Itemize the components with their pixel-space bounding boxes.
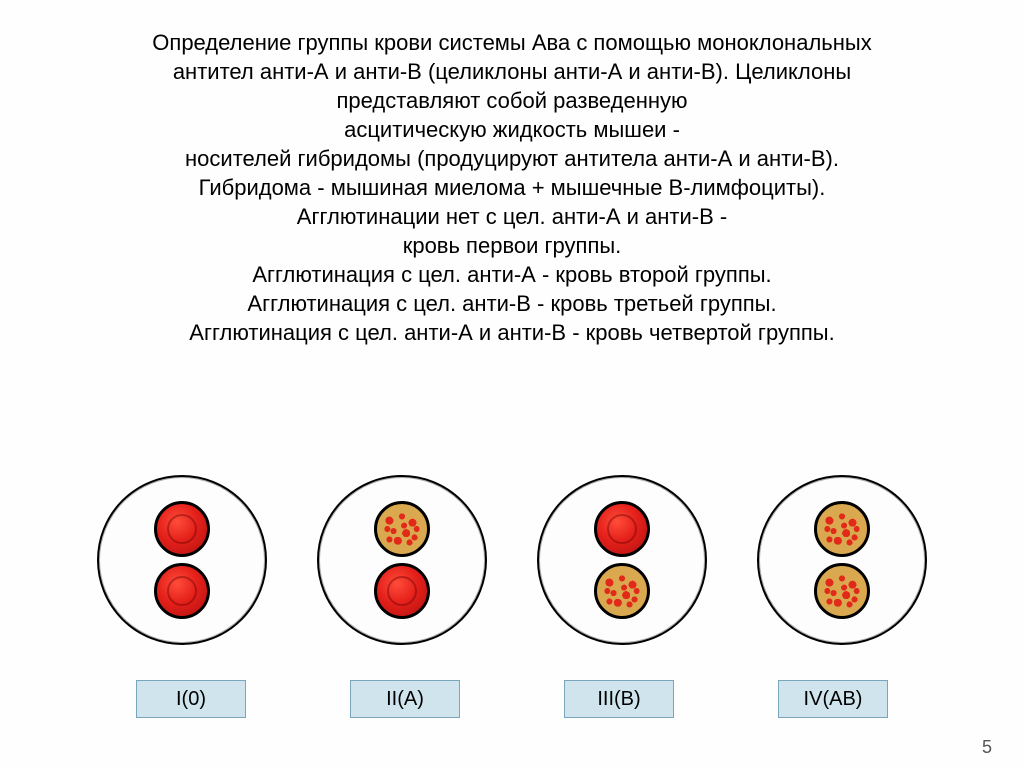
text-line: Агглютинация с цел. анти-В - кровь треть…: [50, 289, 974, 318]
spot-anti-a: [154, 501, 210, 557]
text-line: Агглютинация с цел. анти-А - кровь второ…: [50, 260, 974, 289]
spot-anti-a: [814, 501, 870, 557]
spot-anti-a: [374, 501, 430, 557]
text-line: Гибридома - мышиная миелома + мышечные В…: [50, 173, 974, 202]
spot-anti-b: [814, 563, 870, 619]
text-line: носителей гибридомы (продуцируют антител…: [50, 144, 974, 173]
text-line: Агглютинации нет с цел. анти-А и анти-В …: [50, 202, 974, 231]
wells-row: [0, 475, 1024, 645]
group-label-3: III(B): [564, 680, 674, 718]
group-label-4: IV(AB): [778, 680, 888, 718]
text-line: Определение группы крови системы Ава с п…: [50, 28, 974, 57]
spot-anti-b: [154, 563, 210, 619]
text-line: представляют собой разведенную: [50, 86, 974, 115]
well-group-4: [757, 475, 927, 645]
labels-row: I(0) II(A) III(B) IV(AB): [0, 680, 1024, 718]
spot-anti-b: [374, 563, 430, 619]
page-number: 5: [982, 737, 992, 758]
text-line: кровь первои группы.: [50, 231, 974, 260]
text-line: асцитическую жидкость мышеи -: [50, 115, 974, 144]
spot-anti-a: [594, 501, 650, 557]
group-label-1: I(0): [136, 680, 246, 718]
spot-anti-b: [594, 563, 650, 619]
well-group-1: [97, 475, 267, 645]
text-line: антител анти-А и анти-В (целиклоны анти-…: [50, 57, 974, 86]
group-label-2: II(A): [350, 680, 460, 718]
text-line: Агглютинация с цел. анти-А и анти-В - кр…: [50, 318, 974, 347]
description-text: Определение группы крови системы Ава с п…: [50, 28, 974, 347]
well-group-2: [317, 475, 487, 645]
well-group-3: [537, 475, 707, 645]
